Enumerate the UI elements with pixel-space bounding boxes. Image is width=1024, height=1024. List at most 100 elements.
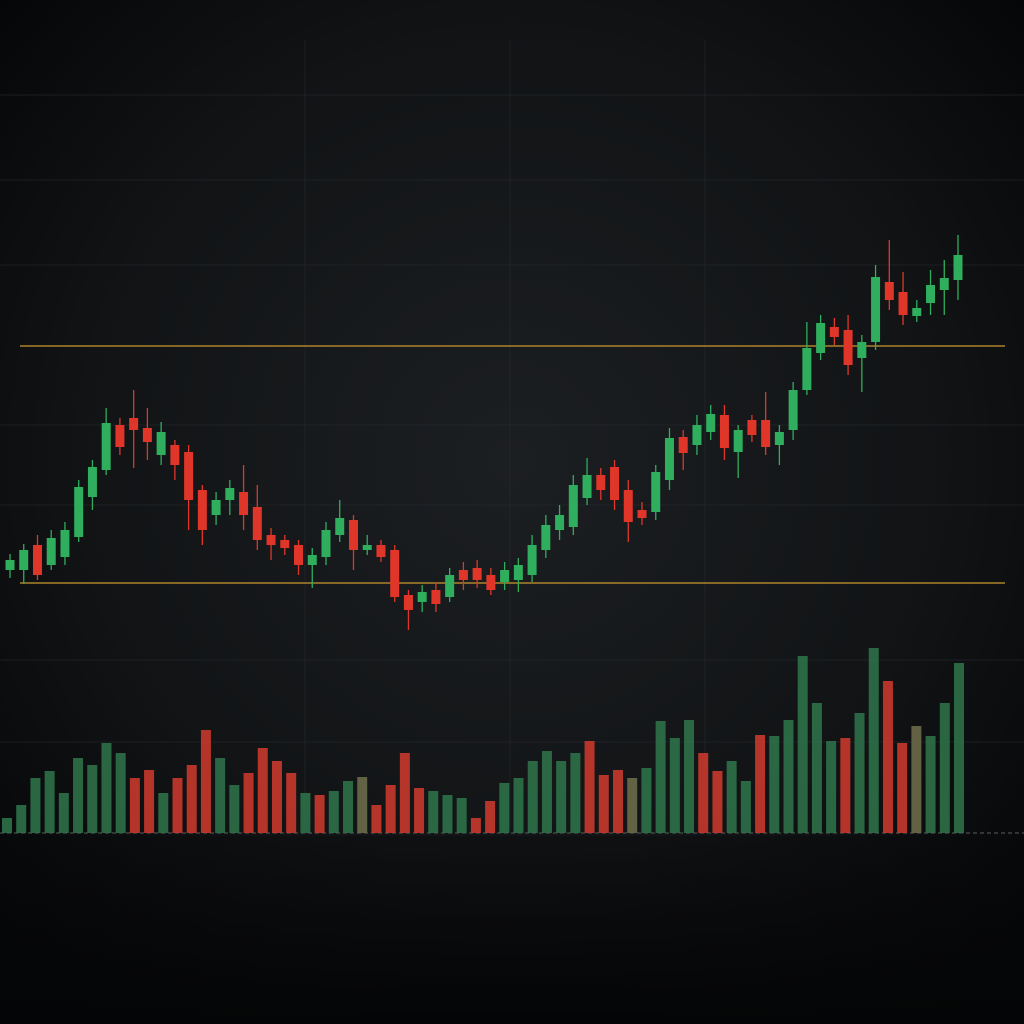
candle-body — [651, 472, 661, 512]
candle-body — [541, 525, 551, 550]
volume-bar — [584, 741, 595, 833]
volume-bar — [826, 741, 837, 833]
volume-bar — [399, 753, 410, 833]
volume-bar — [2, 818, 12, 833]
volume-bar — [612, 770, 623, 833]
volume-bar — [669, 738, 680, 833]
volume-bar — [44, 771, 55, 833]
volume-bar — [144, 770, 155, 833]
volume-bar — [271, 761, 282, 833]
candle-body — [802, 348, 812, 390]
candle-body — [816, 323, 826, 353]
candle-body — [719, 415, 729, 448]
candle-body — [431, 590, 441, 604]
candle-body — [912, 308, 922, 316]
candle-body — [46, 538, 56, 565]
volume-bar — [172, 778, 183, 833]
candle-body — [926, 285, 936, 303]
candle-body — [32, 545, 42, 575]
volume-bar — [485, 801, 496, 833]
volume-bar — [726, 761, 737, 833]
candle-body — [692, 425, 702, 445]
volume-bar — [740, 781, 751, 833]
volume-bar — [257, 748, 268, 833]
volume-bar — [655, 721, 666, 833]
candle-body — [706, 414, 716, 432]
marks — [2, 235, 1005, 833]
volume-bar — [414, 788, 425, 833]
volume-bar — [343, 781, 354, 833]
volume-bar — [158, 793, 169, 833]
candle-body — [637, 510, 647, 518]
candle-body — [294, 545, 304, 565]
candle-body — [582, 475, 592, 498]
volume-bar — [456, 798, 467, 833]
candle-body — [527, 545, 537, 575]
volume-bar — [527, 761, 538, 833]
candle-body — [953, 255, 963, 280]
volume-bar — [357, 777, 368, 833]
candle-body — [280, 540, 290, 548]
candle-body — [266, 535, 276, 545]
volume-bar — [428, 791, 439, 833]
candle-body — [60, 530, 70, 557]
volume-bar — [470, 818, 481, 833]
volume-bar — [684, 720, 695, 833]
candle-body — [403, 595, 413, 610]
volume-bar — [641, 768, 652, 833]
candle-body — [513, 565, 523, 580]
volume-bar — [954, 663, 964, 833]
volume-bar — [442, 795, 453, 833]
candle-body — [568, 485, 578, 527]
candle-body — [335, 518, 345, 535]
candle-body — [500, 570, 510, 582]
candle-body — [142, 428, 152, 442]
candle-body — [19, 550, 29, 570]
volume-bar — [314, 795, 325, 833]
candle-body — [129, 418, 139, 430]
candle-body — [156, 432, 166, 455]
volume-bar — [371, 805, 382, 833]
candle-body — [170, 445, 180, 465]
volume-bar — [627, 778, 638, 833]
volume-bar — [882, 681, 893, 833]
volume-bar — [854, 713, 865, 833]
volume-bar — [712, 771, 723, 833]
candle-body — [321, 530, 331, 557]
candle-body — [843, 330, 853, 365]
volume-bar — [300, 793, 311, 833]
candle-body — [774, 432, 784, 445]
volume-bar — [215, 758, 226, 833]
candle-body — [472, 568, 482, 580]
volume-bar — [541, 751, 552, 833]
volume-bar — [797, 656, 808, 833]
candle-body — [5, 560, 15, 570]
volume-bar — [556, 761, 567, 833]
volume-bar — [925, 736, 936, 833]
volume-bar — [939, 703, 950, 833]
volume-bar — [243, 773, 254, 833]
volume-bar — [87, 765, 98, 833]
volume-bar — [30, 778, 41, 833]
volume-bar — [229, 785, 240, 833]
volume-bar — [811, 703, 822, 833]
volume-bar — [328, 791, 339, 833]
candle-body — [939, 278, 949, 290]
candle-body — [678, 437, 688, 453]
candle-body — [184, 452, 194, 500]
volume-bar — [286, 773, 297, 833]
candle-body — [486, 575, 496, 590]
volume-bar — [58, 793, 69, 833]
floor-shade — [0, 836, 1024, 1024]
volume-bar — [570, 753, 581, 833]
volume-bar — [200, 730, 211, 833]
candle-body — [225, 488, 235, 500]
volume-bar — [868, 648, 879, 833]
candle-body — [74, 487, 84, 537]
candle-body — [623, 490, 633, 522]
volume-bar — [911, 726, 922, 833]
volume-bar — [755, 735, 766, 833]
candle-body — [733, 430, 743, 452]
volume-bar — [499, 783, 510, 833]
volume-bar — [101, 743, 112, 833]
